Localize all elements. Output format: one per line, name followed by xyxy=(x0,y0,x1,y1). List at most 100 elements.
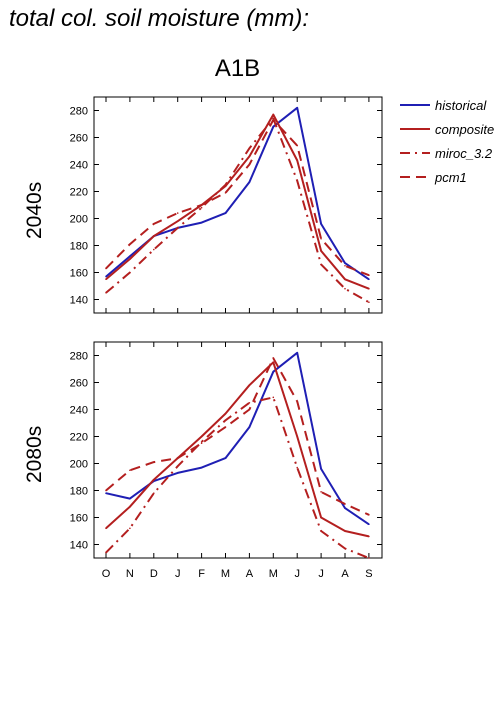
y-tick-label: 220 xyxy=(70,432,88,444)
data-point-pcm1 xyxy=(320,491,322,493)
data-point-miroc-3-2 xyxy=(129,527,131,530)
x-tick-label: D xyxy=(150,568,158,580)
data-point-historical xyxy=(272,125,275,128)
data-point-historical xyxy=(129,497,131,500)
page-title: total col. soil moisture (mm): xyxy=(9,5,310,32)
data-point-pcm1 xyxy=(296,400,299,403)
data-point-historical xyxy=(368,523,370,526)
y-tick-label: 240 xyxy=(70,405,88,417)
data-point-miroc-3-2 xyxy=(296,179,299,182)
series-line-miroc-3-2 xyxy=(105,396,370,559)
data-point-composite xyxy=(320,516,322,519)
data-point-historical xyxy=(248,181,251,183)
data-point-historical xyxy=(105,275,107,278)
data-point-composite xyxy=(153,235,155,237)
series-line-miroc-3-2 xyxy=(105,117,370,304)
y-tick-label: 180 xyxy=(70,241,88,253)
data-point-miroc-3-2 xyxy=(320,530,322,532)
data-point-historical xyxy=(129,255,131,258)
data-point-pcm1 xyxy=(176,212,179,214)
x-tick-label: S xyxy=(365,568,372,580)
data-point-pcm1 xyxy=(200,442,203,445)
data-point-pcm1 xyxy=(200,204,203,206)
data-point-composite xyxy=(200,435,203,438)
data-point-pcm1 xyxy=(224,426,227,428)
data-point-pcm1 xyxy=(296,144,299,147)
data-point-composite xyxy=(344,278,346,281)
x-tick-label: M xyxy=(221,568,230,580)
data-point-historical xyxy=(344,262,346,264)
data-point-pcm1 xyxy=(153,461,155,463)
series-line-composite xyxy=(105,113,370,290)
y-tick-label: 280 xyxy=(70,106,88,118)
x-tick-label: O xyxy=(102,568,111,580)
data-point-miroc-3-2 xyxy=(200,206,203,209)
legend-label: pcm1 xyxy=(434,170,467,185)
data-point-composite xyxy=(248,384,251,387)
data-point-historical xyxy=(344,507,346,509)
y-tick-label: 140 xyxy=(70,295,88,307)
scenario-title: A1B xyxy=(214,55,261,82)
data-point-pcm1 xyxy=(176,457,179,459)
data-point-miroc-3-2 xyxy=(200,441,203,443)
legend-label: historical xyxy=(435,98,487,113)
series-line-composite xyxy=(105,361,370,538)
data-point-pcm1 xyxy=(248,408,251,411)
data-point-historical xyxy=(368,278,370,281)
data-point-composite xyxy=(272,113,275,116)
legend-label: composite xyxy=(435,122,494,137)
data-point-miroc-3-2 xyxy=(368,301,370,304)
data-point-miroc-3-2 xyxy=(224,183,227,186)
data-point-pcm1 xyxy=(320,237,322,240)
y-tick-label: 280 xyxy=(70,351,88,363)
data-point-miroc-3-2 xyxy=(129,271,131,274)
data-point-miroc-3-2 xyxy=(248,147,251,150)
data-point-miroc-3-2 xyxy=(272,396,275,399)
data-point-pcm1 xyxy=(105,489,107,492)
data-point-miroc-3-2 xyxy=(344,547,346,550)
data-point-historical xyxy=(296,352,299,354)
data-point-historical xyxy=(105,492,107,495)
data-point-composite xyxy=(176,220,179,222)
data-point-composite xyxy=(153,478,155,481)
data-point-historical xyxy=(200,221,203,224)
data-point-miroc-3-2 xyxy=(105,291,107,294)
data-point-composite xyxy=(368,535,370,538)
x-tick-label: M xyxy=(269,568,278,580)
data-point-historical xyxy=(224,212,227,214)
data-point-pcm1 xyxy=(129,243,131,245)
data-point-miroc-3-2 xyxy=(153,492,155,495)
x-tick-label: N xyxy=(126,568,134,580)
data-point-miroc-3-2 xyxy=(176,227,179,229)
y-tick-label: 180 xyxy=(70,486,88,498)
data-point-miroc-3-2 xyxy=(176,465,179,468)
data-point-historical xyxy=(248,426,251,428)
data-point-historical xyxy=(320,468,322,470)
x-tick-label: J xyxy=(175,568,181,580)
data-point-composite xyxy=(272,361,275,364)
data-point-composite xyxy=(224,412,227,415)
data-point-composite xyxy=(368,287,370,290)
data-point-miroc-3-2 xyxy=(105,551,107,554)
y-tick-label: 160 xyxy=(70,513,88,525)
data-point-historical xyxy=(272,370,275,373)
data-point-miroc-3-2 xyxy=(344,287,346,290)
data-point-pcm1 xyxy=(344,503,346,505)
data-point-pcm1 xyxy=(224,192,227,194)
series-line-pcm1 xyxy=(105,357,370,516)
data-point-composite xyxy=(296,159,299,162)
data-point-miroc-3-2 xyxy=(296,466,299,469)
y-tick-label: 200 xyxy=(70,459,88,471)
data-point-historical xyxy=(200,466,203,469)
data-point-composite xyxy=(296,435,299,438)
data-point-composite xyxy=(320,250,322,252)
data-point-composite xyxy=(105,278,107,281)
data-point-composite xyxy=(129,258,131,260)
data-point-historical xyxy=(320,223,322,225)
x-tick-label: J xyxy=(294,568,300,580)
series-line-historical xyxy=(105,106,370,281)
data-point-composite xyxy=(248,155,251,158)
data-point-pcm1 xyxy=(248,163,251,166)
data-point-miroc-3-2 xyxy=(153,248,155,251)
